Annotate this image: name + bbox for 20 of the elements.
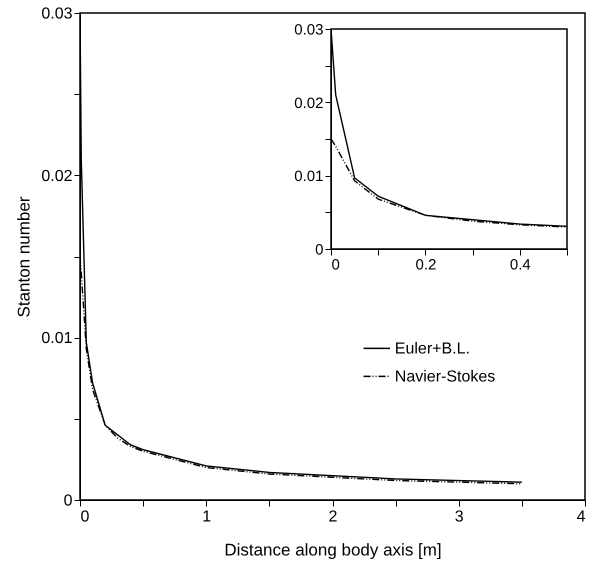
y-tick-label: 0 — [64, 492, 73, 510]
y-tick-label: 0.01 — [294, 168, 324, 186]
x-tick-label: 3 — [454, 508, 464, 526]
y-tick-label: 0.02 — [294, 94, 324, 112]
legend-label: Euler+B.L. — [394, 340, 470, 358]
x-tick-label: 0.2 — [415, 256, 436, 274]
x-tick-label: 2 — [328, 508, 338, 526]
x-tick-label: 0 — [80, 508, 90, 526]
legend-label: Navier-Stokes — [394, 368, 496, 386]
x-tick-label: 4 — [576, 508, 586, 526]
y-tick-label: 0.01 — [41, 330, 73, 348]
y-tick-label: 0 — [315, 242, 324, 258]
y-tick-label: 0.03 — [294, 22, 324, 38]
y-tick-label: 0.03 — [41, 6, 73, 22]
x-tick-label: 0 — [332, 256, 340, 274]
x-axis-title: Distance along body axis [m] — [224, 540, 442, 560]
x-tick-label: 1 — [202, 508, 212, 526]
y-tick-label: 0.02 — [41, 168, 73, 185]
y-axis-title: Stanton number — [14, 196, 34, 318]
x-tick-label: 0.4 — [510, 256, 531, 274]
